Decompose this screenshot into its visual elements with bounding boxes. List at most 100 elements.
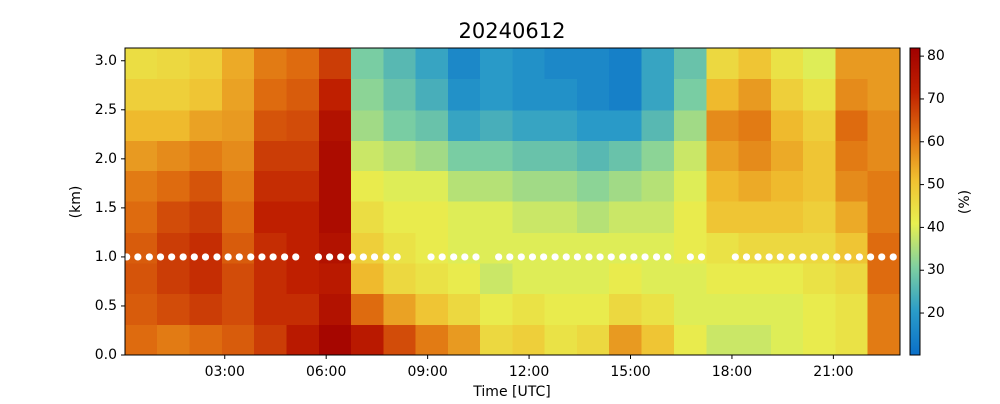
heatmap-cell — [350, 232, 384, 264]
marker-dot — [495, 253, 503, 261]
heatmap-cell — [706, 78, 739, 111]
colorbar — [909, 47, 921, 356]
heatmap-cell — [318, 232, 352, 264]
heatmap-cell — [609, 140, 643, 172]
heatmap-cell — [415, 324, 449, 356]
heatmap-cell — [577, 201, 610, 233]
colorbar-tick-label: 20 — [927, 305, 945, 321]
heatmap-cell — [350, 293, 384, 326]
heatmap-cell — [125, 324, 158, 356]
heatmap-cell — [286, 293, 320, 326]
heatmap-cell — [189, 201, 223, 233]
heatmap-cell — [641, 201, 675, 233]
heatmap-cell — [480, 109, 514, 141]
heatmap-cell — [383, 48, 417, 80]
y-tick-label: 2.0 — [95, 151, 117, 167]
marker-dot — [427, 253, 435, 261]
heatmap-cell — [318, 109, 352, 141]
heatmap-cell — [609, 78, 643, 111]
chart-title: 20240612 — [459, 19, 566, 43]
heatmap-cell — [415, 201, 449, 233]
heatmap-cell — [480, 262, 514, 294]
heatmap-cell — [544, 293, 578, 326]
heatmap-cell — [350, 201, 384, 233]
heatmap-cell — [577, 324, 610, 356]
marker-dot — [596, 253, 604, 261]
heatmap-cell — [480, 201, 514, 233]
heatmap-cell — [641, 109, 675, 141]
marker-dot — [788, 253, 796, 261]
heatmap-cell — [415, 78, 449, 111]
heatmap-cell — [641, 140, 675, 172]
heatmap-cell — [673, 48, 707, 80]
heatmap-cell — [415, 140, 449, 172]
heatmap-cell — [706, 293, 739, 326]
marker-dot — [314, 253, 323, 261]
heatmap-cell — [222, 78, 255, 111]
heatmap-cell — [577, 78, 610, 111]
heatmap-cell — [480, 48, 514, 80]
x-axis-title: Time [UTC] — [472, 384, 550, 400]
heatmap-cell — [673, 140, 707, 172]
heatmap-cell — [706, 170, 739, 202]
heatmap-cell — [835, 170, 869, 202]
heatmap-cell — [835, 324, 869, 356]
heatmap-cell — [318, 48, 352, 80]
marker-dot — [742, 253, 751, 261]
marker-dot — [145, 253, 153, 261]
heatmap-cell — [867, 262, 901, 294]
marker-dot — [844, 253, 852, 261]
marker-dot — [585, 253, 593, 261]
x-tick-label: 06:00 — [306, 364, 346, 380]
heatmap-cell — [222, 109, 255, 141]
heatmap-cell — [512, 109, 546, 141]
heatmap-cell — [577, 109, 610, 141]
heatmap-cell — [254, 78, 287, 111]
colorbar-tick-label: 40 — [927, 219, 945, 235]
heatmap-cell — [512, 48, 546, 80]
marker-dot — [156, 253, 165, 261]
marker-dot — [280, 253, 289, 261]
heatmap-cell — [157, 140, 191, 172]
heatmap-cell — [125, 78, 158, 111]
heatmap-cell — [641, 262, 675, 294]
heatmap-cell — [286, 201, 320, 233]
heatmap-cell — [383, 293, 417, 326]
marker-dot — [765, 253, 773, 261]
marker-dot — [348, 253, 356, 261]
heatmap-cell — [867, 140, 901, 172]
heatmap-cell — [383, 78, 417, 111]
heatmap-cell — [770, 201, 804, 233]
heatmap-cell — [544, 48, 578, 80]
x-tick-label: 15:00 — [610, 364, 650, 380]
heatmap-cell — [770, 109, 804, 141]
marker-dot — [450, 253, 458, 261]
heatmap-cell — [383, 262, 417, 294]
heatmap-cell — [577, 140, 610, 172]
heatmap-cell — [125, 262, 158, 294]
heatmap-cell — [318, 293, 352, 326]
y-tick-label: 1.0 — [95, 249, 117, 265]
heatmap-cell — [189, 48, 223, 80]
heatmap-cell — [286, 140, 320, 172]
x-tick-label: 21:00 — [813, 364, 853, 380]
heatmap-cell — [512, 232, 546, 264]
heatmap-cell — [802, 140, 837, 172]
heatmap-cell — [609, 170, 643, 202]
marker-dot — [551, 253, 559, 261]
heatmap-cell — [447, 109, 481, 141]
heatmap-cell — [867, 293, 901, 326]
heatmap-cell — [544, 324, 578, 356]
heatmap-cell — [125, 201, 158, 233]
marker-dot — [325, 253, 334, 261]
heatmap-cell — [383, 170, 417, 202]
heatmap-cell — [512, 293, 546, 326]
heatmap-cell — [254, 324, 287, 356]
heatmap-cell — [480, 293, 514, 326]
heatmap-cell — [802, 109, 837, 141]
heatmap-cell — [835, 293, 869, 326]
heatmap-cell — [706, 262, 739, 294]
heatmap-cell — [286, 78, 320, 111]
heatmap-cell — [609, 293, 643, 326]
heatmap-cell — [415, 109, 449, 141]
